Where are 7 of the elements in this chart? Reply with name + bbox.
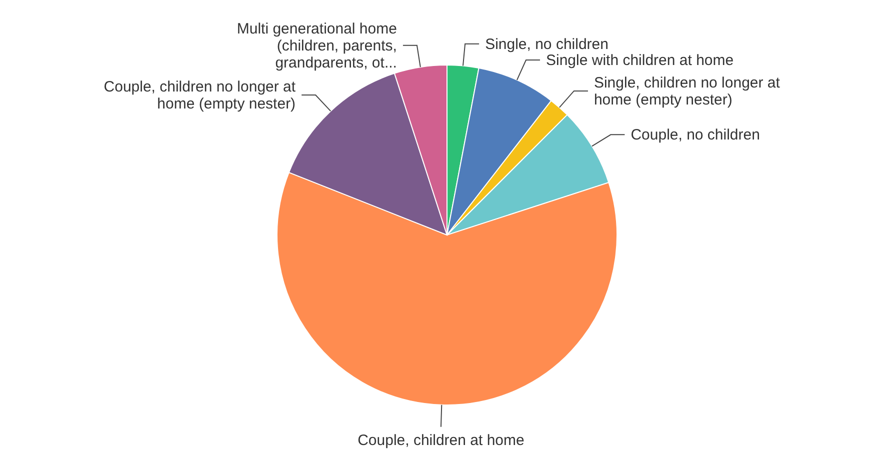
slice-label: Couple, children no longer at home (empty nester): [104, 78, 296, 113]
slice-label: Multi generational home (children, parents, grandparents, ot...: [236, 20, 397, 72]
slice-label: Couple, children at home: [358, 432, 524, 449]
slice-label: Single, no children: [485, 36, 608, 53]
slice-label: Single, children no longer at home (empty nester): [594, 74, 781, 108]
slice-label: Couple, no children: [630, 126, 760, 144]
slice-label: Single with children at home: [546, 52, 734, 70]
